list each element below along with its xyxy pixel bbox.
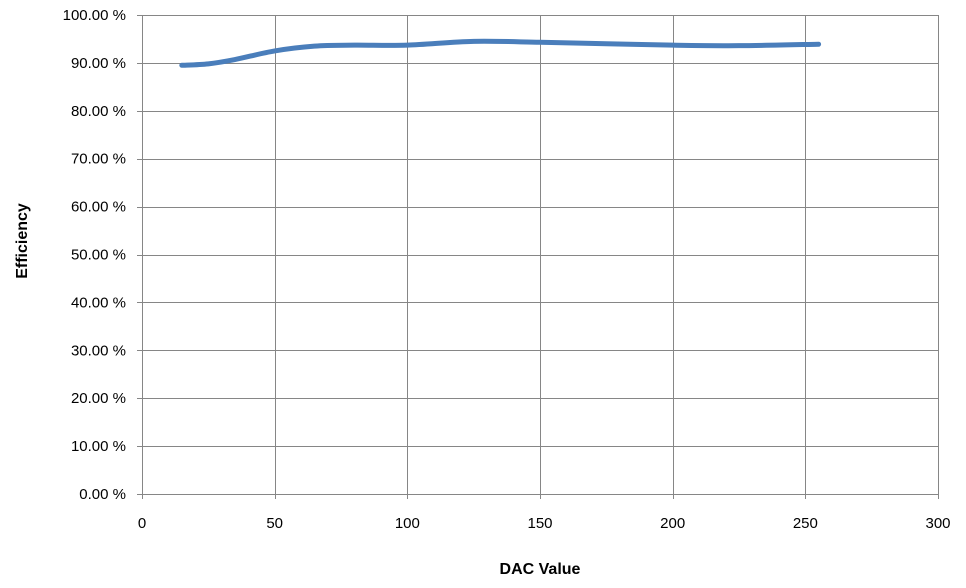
y-axis-title: Efficiency: [14, 203, 31, 279]
x-tick-label: 250: [793, 515, 818, 532]
y-tick-label: 70.00 %: [71, 151, 126, 168]
grid: [142, 15, 939, 494]
x-tick-label: 200: [660, 515, 685, 532]
x-tick-label: 0: [138, 515, 146, 532]
y-tick-label: 10.00 %: [71, 438, 126, 455]
y-tick-label: 100.00 %: [63, 7, 126, 24]
x-tick-label: 50: [266, 515, 283, 532]
y-tick-label: 20.00 %: [71, 390, 126, 407]
axes: [137, 15, 939, 499]
efficiency-series-line: [179, 38, 822, 68]
tick-labels: 0.00 % 10.00 % 20.00 % 30.00 % 40.00 % 50.00 …: [63, 7, 951, 532]
x-tick-label: 150: [527, 515, 552, 532]
y-tick-label: 80.00 %: [71, 103, 126, 120]
y-tick-label: 40.00 %: [71, 294, 126, 311]
y-tick-label: 0.00 %: [79, 486, 126, 503]
x-tick-label: 300: [925, 515, 950, 532]
series: [179, 38, 822, 68]
y-tick-label: 30.00 %: [71, 342, 126, 359]
x-tick-label: 100: [395, 515, 420, 532]
y-tick-label: 50.00 %: [71, 247, 126, 264]
y-tick-label: 90.00 %: [71, 55, 126, 72]
x-axis-title: DAC Value: [500, 561, 581, 578]
y-tick-label: 60.00 %: [71, 199, 126, 216]
